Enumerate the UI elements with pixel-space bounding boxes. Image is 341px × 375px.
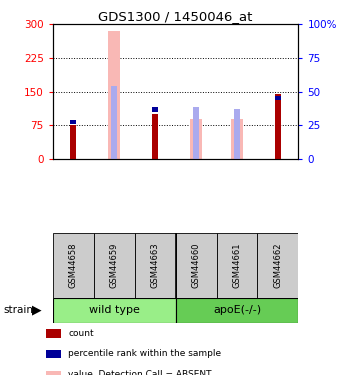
- Bar: [193, 107, 199, 159]
- Text: value, Detection Call = ABSENT: value, Detection Call = ABSENT: [68, 370, 212, 375]
- Bar: [70, 125, 76, 159]
- Bar: [152, 114, 158, 159]
- Text: percentile rank within the sample: percentile rank within the sample: [68, 350, 221, 358]
- Text: count: count: [68, 329, 94, 338]
- Bar: [275, 96, 281, 100]
- Text: GSM44661: GSM44661: [233, 243, 241, 288]
- Text: apoE(-/-): apoE(-/-): [213, 305, 261, 315]
- Bar: [257, 232, 298, 298]
- Text: GSM44660: GSM44660: [192, 243, 201, 288]
- Bar: [135, 232, 176, 298]
- Bar: [275, 94, 281, 159]
- Bar: [176, 232, 217, 298]
- Bar: [108, 31, 120, 159]
- Bar: [53, 298, 176, 322]
- Bar: [231, 119, 243, 159]
- Bar: [152, 107, 158, 112]
- Bar: [53, 232, 94, 298]
- Bar: [94, 232, 135, 298]
- Bar: [190, 119, 202, 159]
- Text: GSM44662: GSM44662: [273, 243, 282, 288]
- Bar: [176, 298, 298, 322]
- Text: strain: strain: [3, 305, 33, 315]
- Text: GSM44659: GSM44659: [110, 243, 119, 288]
- Text: GSM44658: GSM44658: [69, 243, 78, 288]
- Bar: [112, 86, 117, 159]
- Text: wild type: wild type: [89, 305, 140, 315]
- Bar: [70, 120, 76, 124]
- Text: GSM44663: GSM44663: [151, 243, 160, 288]
- Bar: [234, 110, 240, 159]
- Bar: [217, 232, 257, 298]
- Title: GDS1300 / 1450046_at: GDS1300 / 1450046_at: [99, 10, 253, 23]
- Text: ▶: ▶: [32, 304, 42, 317]
